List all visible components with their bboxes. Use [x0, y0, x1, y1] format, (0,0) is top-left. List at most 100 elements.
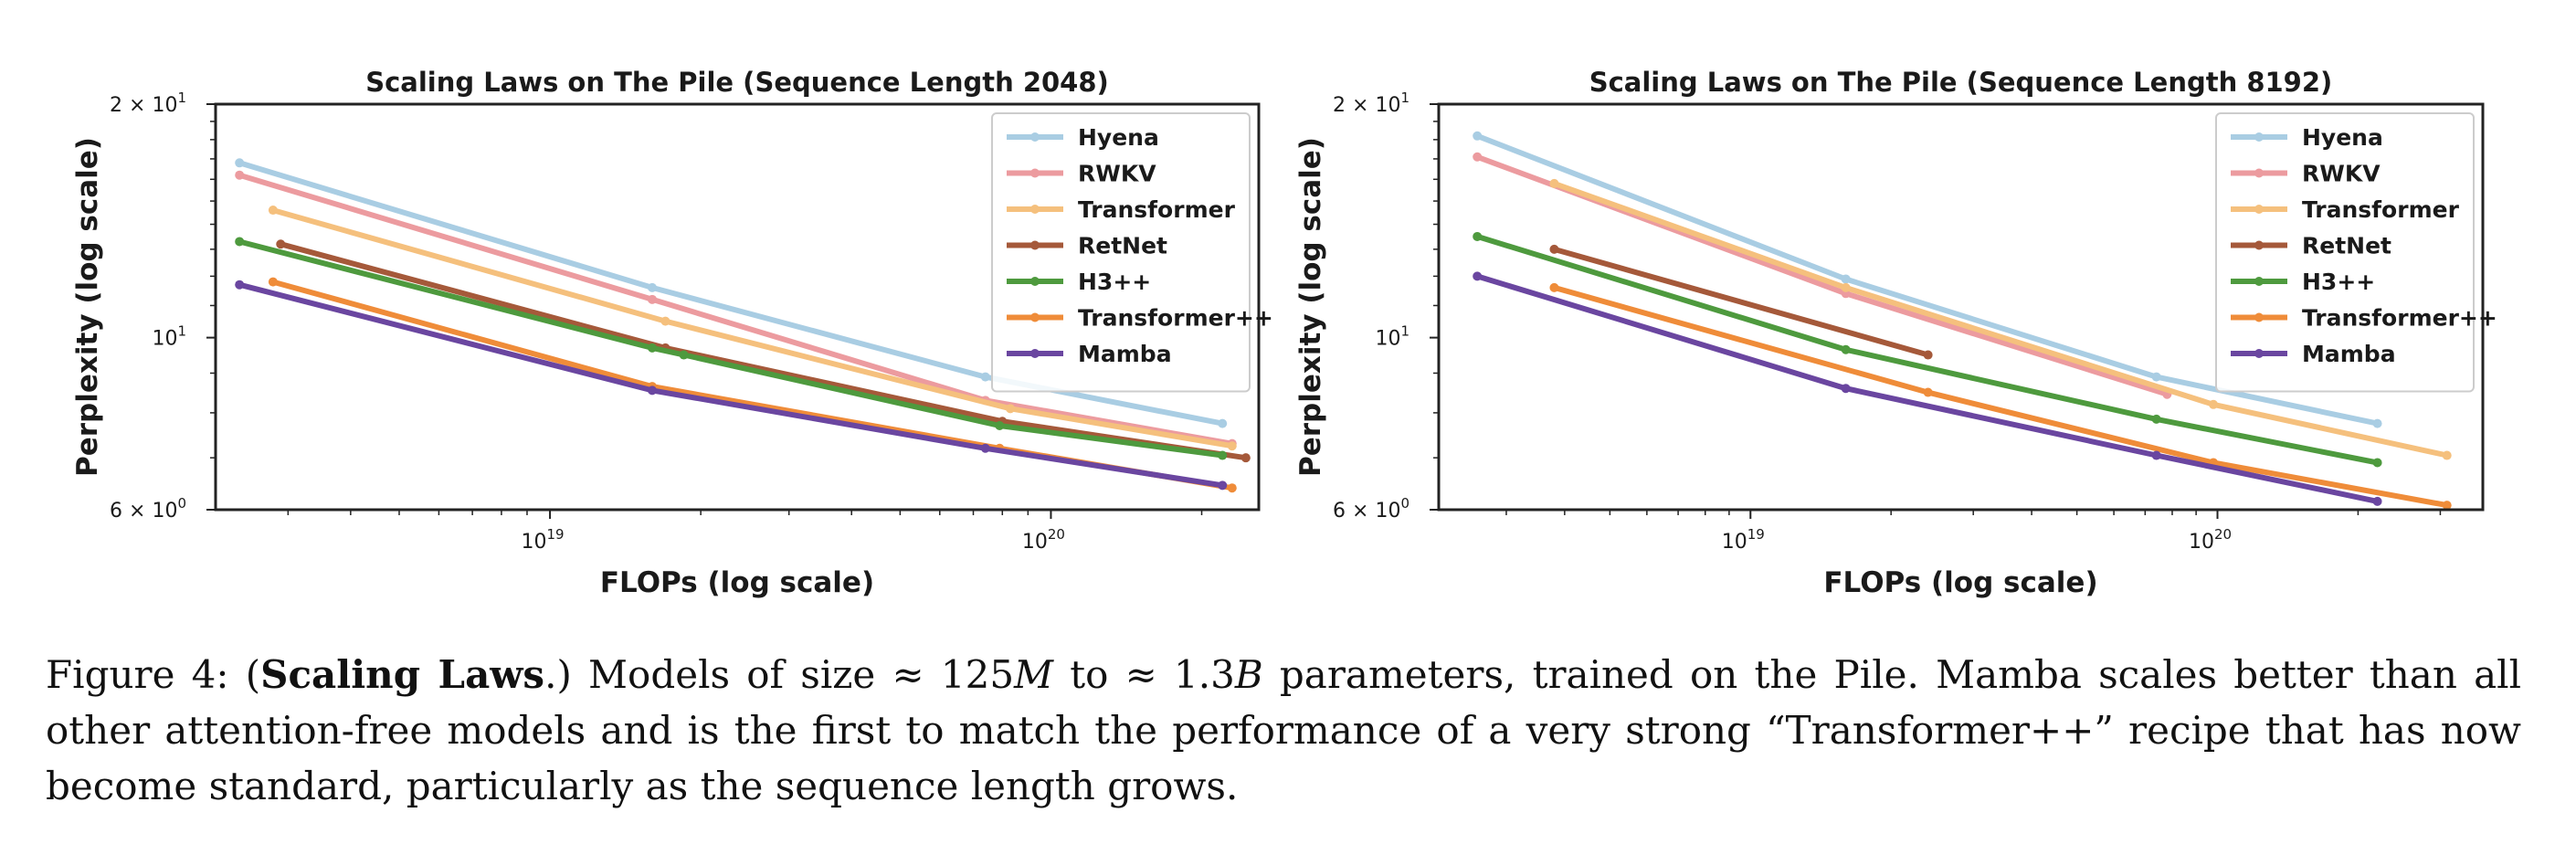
caption-b-unit: B [1234, 652, 1263, 697]
data-point-h3pp [1473, 231, 1483, 241]
data-point-hyena [980, 372, 990, 382]
legend-marker-rwkv [2254, 168, 2264, 178]
x-tick-label: 1019 [1722, 526, 1765, 554]
data-point-rwkv [648, 294, 658, 304]
legend-marker-h3pp [2254, 277, 2264, 286]
legend-marker-hyena [1030, 132, 1040, 142]
series-line-hyena [1474, 132, 2381, 427]
data-point-transformerpp [268, 277, 278, 287]
legend-box [991, 112, 1251, 393]
chart-title: Scaling Laws on The Pile (Sequence Lengt… [365, 67, 1109, 98]
caption-text-2: to ≈ 1.3 [1053, 652, 1235, 697]
legend-marker-retnet [1030, 240, 1040, 250]
legend-label-rwkv: RWKV [1078, 161, 1156, 187]
data-point-h3pp [995, 421, 1005, 431]
plot-frame [214, 102, 1261, 512]
legend-label-hyena: Hyena [1078, 124, 1159, 151]
data-point-transformer [1841, 282, 1851, 292]
data-point-transformerpp [1549, 282, 1559, 292]
legend-label-mamba: Mamba [1078, 341, 1172, 367]
legend-marker-transformer [1030, 205, 1040, 214]
legend-label-retnet: RetNet [2302, 233, 2391, 259]
chart-panel-1: Scaling Laws on The Pile (Sequence Lengt… [71, 67, 1273, 599]
x-tick-label: 1019 [522, 526, 565, 554]
data-point-transformer [2442, 450, 2452, 460]
caption-m-unit: M [1014, 652, 1054, 697]
figure-caption: Figure 4: (Scaling Laws.) Models of size… [46, 647, 2521, 814]
data-point-hyena [1841, 274, 1851, 284]
legend-label-retnet: RetNet [1078, 233, 1167, 259]
legend: Hyena RWKV Transformer RetNet H3++ Transforme… [991, 112, 1273, 393]
data-point-mamba [980, 443, 990, 453]
series-line-transformer [269, 207, 1235, 449]
data-point-transformer [268, 206, 278, 216]
y-tick-label: 6 × 100 [1333, 495, 1409, 522]
x-axis-label: FLOPs (log scale) [1823, 566, 2097, 599]
data-point-rwkv [235, 170, 245, 180]
legend-label-transformer: Transformer [1078, 196, 1236, 223]
legend-label-hyena: Hyena [2302, 124, 2383, 151]
data-point-hyena [1473, 131, 1483, 141]
data-point-retnet [276, 239, 286, 249]
y-axis-label: Perplexity (log scale) [1294, 137, 1327, 477]
series-line-transformer [1551, 180, 2450, 459]
data-point-retnet [1240, 453, 1251, 463]
x-tick-label: 1020 [1022, 526, 1065, 554]
series-line-retnet [1551, 246, 1931, 358]
data-point-hyena [1218, 418, 1228, 428]
legend-label-h3pp: H3++ [1078, 269, 1151, 295]
legend-marker-transformer [2254, 205, 2264, 214]
y-tick-label: 101 [152, 323, 186, 351]
data-point-rwkv [1473, 152, 1483, 162]
legend-marker-transformerpp [2254, 312, 2264, 322]
legend-label-transformerpp: Transformer++ [2302, 305, 2497, 332]
x-axis-label: FLOPs (log scale) [600, 566, 874, 599]
series-line-hyena [237, 160, 1226, 427]
data-point-mamba [235, 280, 245, 290]
data-point-hyena [2151, 372, 2161, 382]
data-point-h3pp [648, 343, 658, 353]
data-point-transformer [1227, 441, 1237, 451]
chart-panel-2: Scaling Laws on The Pile (Sequence Lengt… [1294, 67, 2497, 599]
legend-label-mamba: Mamba [2302, 341, 2396, 367]
y-tick-label: 2 × 101 [1333, 90, 1409, 117]
data-point-h3pp [2372, 458, 2382, 468]
data-point-hyena [648, 282, 658, 292]
data-point-mamba [1473, 271, 1483, 281]
y-tick-label: 2 × 101 [110, 90, 186, 117]
data-point-mamba [648, 385, 658, 396]
y-axis-label: Perplexity (log scale) [71, 137, 104, 477]
caption-lead: Figure 4: ( [46, 652, 261, 697]
series-line-mamba [1474, 273, 2381, 504]
series-line-mamba [237, 281, 1226, 489]
data-point-hyena [235, 158, 245, 168]
series-line-rwkv [237, 172, 1235, 447]
data-point-mamba [2151, 450, 2161, 460]
legend-marker-h3pp [1030, 277, 1040, 286]
data-point-retnet [1923, 350, 1933, 360]
data-point-transformerpp [2442, 501, 2452, 511]
caption-bold-title: Scaling Laws [260, 652, 545, 697]
plot-frame [1437, 102, 2485, 512]
y-tick-label: 101 [1375, 323, 1409, 351]
data-point-hyena [2372, 418, 2382, 428]
legend-label-transformerpp: Transformer++ [1078, 305, 1273, 332]
data-point-transformerpp [1923, 387, 1933, 397]
data-point-mamba [1218, 480, 1228, 491]
data-point-transformer [2209, 399, 2219, 409]
data-point-h3pp [2151, 414, 2161, 424]
data-point-h3pp [235, 237, 245, 247]
y-tick-label: 6 × 100 [110, 495, 186, 522]
data-point-transformerpp [1227, 483, 1237, 493]
data-point-mamba [1841, 384, 1851, 394]
legend-label-rwkv: RWKV [2302, 161, 2381, 187]
legend-marker-mamba [2254, 349, 2264, 358]
chart-title: Scaling Laws on The Pile (Sequence Lengt… [1589, 67, 2333, 98]
x-tick-label: 1020 [2189, 526, 2232, 554]
legend-box [2215, 112, 2475, 393]
data-point-h3pp [679, 350, 689, 360]
legend-label-transformer: Transformer [2302, 196, 2460, 223]
legend-label-h3pp: H3++ [2302, 269, 2375, 295]
data-point-transformer [660, 316, 670, 326]
legend-marker-retnet [2254, 240, 2264, 250]
